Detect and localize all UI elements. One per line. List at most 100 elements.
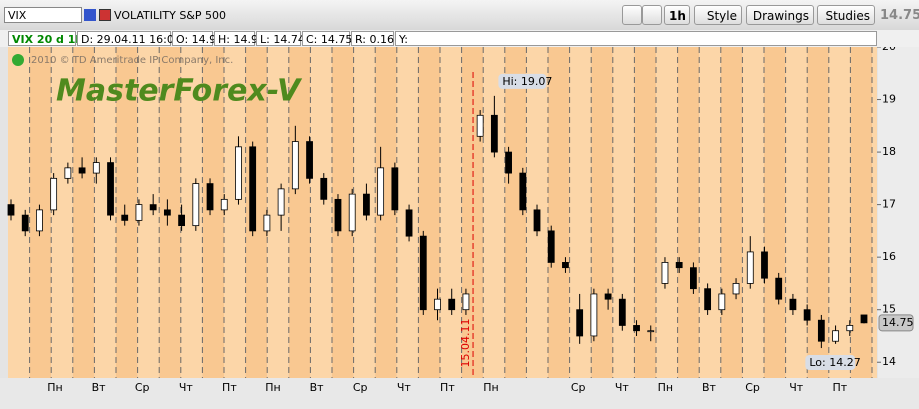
- info-high: H: 14.9: [214, 31, 258, 46]
- candle-body: [64, 167, 72, 179]
- y-tick-label: 17: [882, 198, 896, 211]
- candle-body: [690, 267, 697, 290]
- day-band: [612, 47, 635, 378]
- candle-body: [291, 141, 299, 190]
- day-band: [224, 47, 246, 378]
- day-band: [699, 47, 721, 378]
- day-band: [8, 47, 30, 378]
- candle-body: [505, 151, 512, 174]
- day-band: [656, 47, 678, 378]
- candle-body: [348, 193, 356, 232]
- copyright: 2010 © TD Ameritrade IP Company, Inc.: [31, 55, 233, 66]
- candle-body: [149, 204, 157, 211]
- candle-body: [50, 177, 58, 211]
- y-tick-label: 19: [882, 93, 896, 106]
- day-band: [872, 47, 877, 378]
- day-band: [634, 47, 656, 378]
- candle-body: [92, 162, 100, 174]
- candle-body: [391, 167, 399, 211]
- info-range: R: 0.16: [351, 31, 394, 46]
- candle-body: [590, 293, 598, 337]
- day-band: [116, 47, 138, 378]
- candle-body: [107, 162, 114, 216]
- day-band: [720, 47, 743, 378]
- high-label: Hi: 19.07: [502, 75, 552, 88]
- info-date: D: 29.04.11 16:00: [77, 31, 181, 46]
- day-band: [828, 47, 851, 378]
- candle-body: [263, 214, 271, 232]
- day-band: [764, 47, 786, 378]
- y-tick-label: 14: [882, 355, 896, 368]
- candle-body: [306, 141, 313, 179]
- candle-body: [434, 298, 441, 311]
- y-tick-label: 20: [882, 47, 896, 53]
- candle-body: [775, 277, 783, 300]
- low-label: Lo: 14.27: [809, 356, 860, 369]
- x-tick-label: Ср: [135, 381, 150, 394]
- candle-body: [462, 293, 470, 311]
- interval-button[interactable]: 1h: [664, 5, 690, 25]
- day-band: [440, 47, 462, 378]
- x-tick-label: Пн: [265, 381, 280, 394]
- candle-body: [547, 230, 555, 263]
- chart: 14 15 16 17 18 19 20 Пн Вт Ср Чт Пт Пн Вт Ср Чт Пт Пн Ср Чт…: [0, 47, 919, 409]
- candle-body: [761, 251, 768, 279]
- watermark: MasterForex-V: [56, 74, 303, 109]
- y-tick-label: 15: [882, 303, 896, 316]
- info-y: Y:: [395, 31, 877, 46]
- x-tick-label: Вт: [310, 381, 325, 394]
- info-low: L: 14.74: [256, 31, 305, 46]
- low-label-box: [805, 355, 856, 371]
- tool-button[interactable]: [622, 5, 642, 25]
- candle-body: [405, 209, 413, 237]
- day-band: [418, 47, 440, 378]
- candle-body: [860, 314, 868, 324]
- x-tick-label: Чт: [789, 381, 804, 394]
- day-band: [137, 47, 160, 378]
- date-marker-label: 15.04.11: [459, 319, 472, 368]
- candle-body: [789, 298, 797, 311]
- x-tick-label: Вт: [702, 381, 717, 394]
- x-axis-panel: [0, 378, 919, 409]
- candle-body: [746, 251, 754, 284]
- last-price: 14.75: [880, 8, 919, 23]
- candle-body: [363, 193, 370, 216]
- x-tick-label: Пн: [483, 381, 498, 394]
- day-band: [94, 47, 116, 378]
- tool-button[interactable]: [642, 5, 662, 25]
- day-band: [332, 47, 354, 378]
- day-band: [288, 47, 311, 378]
- studies-button[interactable]: Studies: [817, 5, 875, 25]
- candle-body: [78, 167, 86, 174]
- drawings-button[interactable]: Drawings: [746, 5, 814, 25]
- symbol-dropdown[interactable]: [84, 9, 96, 21]
- last-price-label: 14.75: [882, 316, 914, 329]
- candle-body: [803, 309, 811, 321]
- day-band: [310, 47, 332, 378]
- x-tick-label: Пн: [658, 381, 673, 394]
- x-tick-label: Вт: [92, 381, 107, 394]
- candle-body: [277, 188, 285, 216]
- candle-body: [448, 298, 456, 311]
- candle-body: [832, 330, 839, 342]
- study-label[interactable]: VIX 20 d 1h: [8, 31, 83, 46]
- candle-body: [718, 293, 726, 311]
- candle-body: [732, 283, 740, 295]
- candle-body: [476, 114, 484, 137]
- x-tick-label: Чт: [615, 381, 630, 394]
- candle-body: [633, 325, 640, 332]
- x-tick-label: Ср: [353, 381, 368, 394]
- x-tick-label: Ср: [745, 381, 760, 394]
- candle-body: [192, 183, 200, 227]
- high-label-box: [498, 73, 547, 89]
- x-tick-label: Чт: [397, 381, 412, 394]
- symbol-input[interactable]: VIX: [4, 7, 82, 23]
- x-tick-label: Чт: [179, 381, 194, 394]
- style-button[interactable]: Style: [694, 5, 742, 25]
- day-band: [375, 47, 397, 378]
- candle-body: [121, 214, 129, 221]
- day-band: [548, 47, 570, 378]
- candle-body: [817, 319, 825, 342]
- candle-body: [618, 298, 626, 326]
